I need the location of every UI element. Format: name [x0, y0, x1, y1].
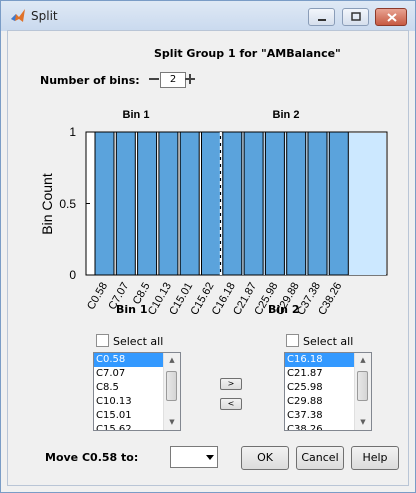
list-item[interactable]: C21.87: [287, 368, 323, 379]
list-item[interactable]: C25.98: [287, 382, 323, 393]
move-right-button[interactable]: >: [220, 378, 242, 390]
bin2-title: Bin 2: [273, 109, 300, 121]
bar-C10.13[interactable]: [158, 131, 179, 276]
list-item[interactable]: C0.58: [94, 353, 180, 367]
list-item[interactable]: C29.88: [287, 396, 323, 407]
left-bin-label: Bin 1: [116, 303, 148, 316]
plus-icon[interactable]: [184, 73, 196, 85]
bar-C16.18[interactable]: [222, 131, 243, 276]
ok-button[interactable]: OK: [241, 446, 289, 470]
scroll-thumb[interactable]: [166, 371, 177, 401]
scroll-up-icon[interactable]: ▲: [360, 356, 366, 364]
left-select-all-label: Select all: [113, 335, 164, 348]
list-item[interactable]: C16.18: [285, 353, 371, 367]
right-bin-label: Bin 2: [268, 303, 300, 316]
right-select-all-checkbox[interactable]: [286, 334, 299, 347]
scroll-down-icon[interactable]: ▼: [360, 418, 366, 426]
bar-C8.5[interactable]: [137, 131, 158, 276]
list-item[interactable]: C38.26: [287, 424, 323, 431]
list-item[interactable]: C37.38: [287, 410, 323, 421]
list-item[interactable]: C7.07: [96, 368, 126, 379]
maximize-button[interactable]: [342, 8, 369, 26]
ytick-0.5: 0.5: [59, 197, 76, 211]
ytick-0: 0: [69, 268, 76, 282]
bar-C38.26[interactable]: [328, 131, 349, 276]
list-item[interactable]: C10.13: [96, 396, 132, 407]
matlab-icon: [11, 9, 25, 22]
bin1-title: Bin 1: [123, 109, 150, 121]
dialog-heading: Split Group 1 for "AMBalance": [154, 47, 341, 60]
cancel-button[interactable]: Cancel: [296, 446, 344, 470]
bar-C15.01[interactable]: [179, 131, 200, 276]
move-target-combo[interactable]: [170, 446, 218, 468]
bar-C21.87[interactable]: [243, 131, 264, 276]
y-axis-label: Bin Count: [39, 173, 55, 235]
maximize-icon: [351, 12, 361, 21]
right-select-all-label: Select all: [303, 335, 354, 348]
chevron-down-icon: [206, 455, 214, 460]
bar-C25.98[interactable]: [264, 131, 285, 276]
move-left-button[interactable]: <: [220, 398, 242, 410]
left-select-all-checkbox[interactable]: [96, 334, 109, 347]
close-icon: [387, 13, 397, 22]
bar-C15.62[interactable]: [201, 131, 221, 276]
help-button[interactable]: Help: [351, 446, 399, 470]
right-bin-list[interactable]: C16.18 C21.87 C25.98 C29.88 C37.38 C38.2…: [284, 352, 372, 431]
bar-C7.07[interactable]: [115, 131, 136, 276]
minimize-icon: [318, 19, 326, 21]
scroll-up-icon[interactable]: ▲: [169, 356, 175, 364]
window-title: Split: [31, 9, 58, 23]
ytick-1: 1: [69, 125, 76, 139]
bar-C29.88[interactable]: [286, 131, 307, 276]
list-item[interactable]: C8.5: [96, 382, 119, 393]
list-item[interactable]: C15.01: [96, 410, 132, 421]
left-bin-list[interactable]: C0.58 C7.07 C8.5 C10.13 C15.01 C15.62 ▲ …: [93, 352, 181, 431]
close-button[interactable]: [375, 8, 407, 26]
minimize-button[interactable]: [308, 8, 335, 26]
list-item[interactable]: C15.62: [96, 424, 132, 431]
minus-icon[interactable]: [148, 73, 160, 85]
scroll-thumb[interactable]: [357, 371, 368, 401]
left-list-scrollbar[interactable]: ▲ ▼: [163, 353, 180, 430]
right-list-scrollbar[interactable]: ▲ ▼: [354, 353, 371, 430]
title-bar: Split: [1, 1, 415, 31]
bar-C0.58[interactable]: [94, 131, 115, 276]
bins-label: Number of bins:: [40, 74, 140, 87]
xtick-label: C0.58: [85, 281, 110, 312]
bar-C37.38[interactable]: [307, 131, 328, 276]
move-label: Move C0.58 to:: [45, 451, 139, 464]
scroll-down-icon[interactable]: ▼: [169, 418, 175, 426]
